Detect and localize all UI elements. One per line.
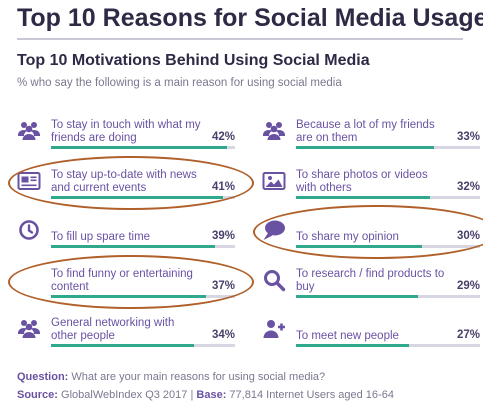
reason-label-text: General networking with other people (51, 317, 175, 342)
base-label: Base: (196, 389, 227, 401)
reason-value-label: 27% (456, 329, 480, 341)
search-icon (262, 268, 286, 292)
question-text: What are your main reasons for using soc… (68, 371, 326, 383)
reason-item: To research / find products to buy 29% (262, 262, 480, 302)
bar (296, 295, 418, 298)
add-person-icon (262, 317, 286, 341)
reason-item: To find funny or entertaining content 37% (17, 262, 235, 302)
reason-label: To share my opinion (296, 212, 446, 243)
speech-bubble-icon (262, 218, 286, 242)
reason-label: To fill up spare time (51, 212, 201, 243)
reason-item: Because a lot of my friends are on them 3… (262, 113, 480, 153)
footer-question: Question: What are your main reasons for… (17, 371, 325, 383)
people-icon (262, 119, 286, 143)
people-icon (17, 317, 41, 341)
bar (296, 344, 410, 347)
reason-item: To share photos or videos with others 32% (262, 163, 480, 203)
base-text: 77,814 Internet Users aged 16-64 (226, 389, 394, 401)
reason-label: To share photos or videos with others (296, 163, 446, 194)
chart-subtitle: % who say the following is a main reason… (17, 77, 342, 89)
people-icon (17, 119, 41, 143)
reason-value-label: 41% (211, 181, 235, 193)
reason-value-label: 29% (456, 280, 480, 292)
reason-item: To stay up-to-date with news and current… (17, 163, 235, 203)
photo-icon (262, 169, 286, 193)
bar-track (296, 146, 480, 149)
newspaper-icon (17, 169, 41, 193)
bar (296, 146, 435, 149)
bar-track (51, 146, 235, 149)
reason-item: To share my opinion 30% (262, 212, 480, 252)
reason-label: To meet new people (296, 311, 446, 342)
bar (296, 196, 431, 199)
bar-track (51, 344, 235, 347)
bar-track (296, 245, 480, 248)
reason-value-label: 37% (211, 280, 235, 292)
reason-value-label: 33% (456, 131, 480, 143)
reason-label-text: To find funny or entertaining content (51, 268, 193, 293)
chart-title: Top 10 Motivations Behind Using Social M… (17, 52, 370, 69)
reason-value-label: 32% (456, 181, 480, 193)
bar (296, 245, 422, 248)
footer-source: Source: GlobalWebIndex Q3 2017 | Base: 7… (17, 389, 394, 401)
bar-track (51, 295, 235, 298)
bar-track (51, 245, 235, 248)
reason-label: To find funny or entertaining content (51, 262, 201, 293)
footer-separator: | (187, 389, 197, 401)
reason-label-text: To stay up-to-date with news and current… (51, 169, 197, 194)
bar (51, 295, 207, 298)
bar-track (51, 196, 235, 199)
question-label: Question: (17, 371, 69, 383)
reason-value-label: 34% (211, 329, 235, 341)
reason-value-label: 30% (456, 230, 480, 242)
heart-icon (17, 268, 41, 292)
reason-label: Because a lot of my friends are on them (296, 113, 446, 144)
bar-track (296, 196, 480, 199)
bar (51, 146, 228, 149)
bar-track (296, 295, 480, 298)
reason-item: To stay in touch with what my friends ar… (17, 113, 235, 153)
reason-item: General networking with other people 34% (17, 311, 235, 351)
reason-item: To meet new people 27% (262, 311, 480, 351)
reason-label-text: To meet new people (296, 329, 399, 342)
reason-label: To stay in touch with what my friends ar… (51, 113, 201, 144)
reason-item: To fill up spare time 39% (17, 212, 235, 252)
reason-label-text: To stay in touch with what my friends ar… (51, 119, 201, 144)
reason-label: To research / find products to buy (296, 262, 446, 293)
reason-label: To stay up-to-date with news and current… (51, 163, 201, 194)
bar-track (296, 344, 480, 347)
reason-label: General networking with other people (51, 311, 201, 342)
bar (51, 196, 223, 199)
reason-label-text: To fill up spare time (51, 230, 151, 243)
reason-value-label: 42% (211, 131, 235, 143)
source-text: GlobalWebIndex Q3 2017 (57, 389, 188, 401)
source-label: Source: (17, 389, 58, 401)
page-title: Top 10 Reasons for Social Media Usage (17, 4, 483, 32)
clock-icon (17, 218, 41, 242)
bar (51, 344, 194, 347)
bar (51, 245, 215, 248)
title-divider (17, 38, 463, 40)
reason-value-label: 39% (211, 230, 235, 242)
reason-label-text: Because a lot of my friends are on them (296, 119, 435, 144)
reason-label-text: To research / find products to buy (296, 268, 445, 293)
reason-label-text: To share photos or videos with others (296, 169, 428, 194)
reason-label-text: To share my opinion (296, 230, 399, 243)
